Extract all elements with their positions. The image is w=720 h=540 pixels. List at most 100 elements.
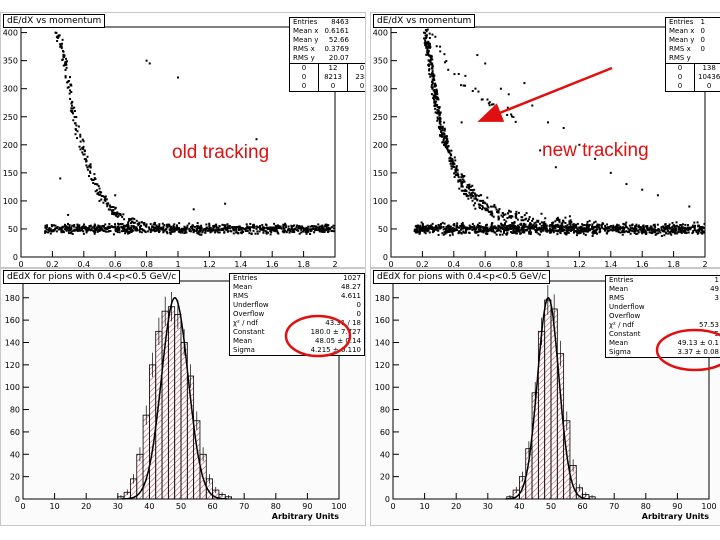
data-point: [332, 227, 335, 230]
data-point: [591, 231, 594, 234]
data-point: [421, 222, 424, 225]
data-point: [82, 232, 85, 235]
data-point: [680, 232, 683, 235]
data-point: [504, 223, 507, 226]
data-point: [445, 139, 448, 142]
data-point: [78, 145, 81, 148]
data-point: [85, 231, 88, 234]
data-point: [57, 35, 60, 38]
data-point: [541, 226, 544, 229]
x-tick-label: 30: [113, 502, 123, 511]
data-point: [305, 229, 308, 232]
data-point: [522, 219, 525, 222]
data-point: [531, 104, 534, 107]
data-point: [92, 178, 95, 181]
data-point: [632, 230, 635, 233]
data-point: [70, 104, 73, 107]
data-point: [158, 230, 161, 233]
data-point: [96, 230, 99, 233]
data-point: [84, 228, 87, 231]
y-tick-label: 80: [380, 406, 390, 415]
data-point: [606, 226, 609, 229]
data-point: [462, 189, 465, 192]
data-point: [130, 231, 133, 234]
data-point: [513, 224, 516, 227]
data-point: [138, 230, 141, 233]
data-point: [610, 224, 613, 227]
data-point: [505, 226, 508, 229]
data-point: [112, 213, 115, 216]
data-point: [70, 231, 73, 234]
data-point: [490, 210, 493, 213]
data-point: [93, 227, 96, 230]
data-point: [222, 228, 225, 231]
data-point: [177, 230, 180, 233]
data-point: [146, 230, 149, 233]
data-point: [540, 229, 543, 232]
data-point: [321, 224, 324, 227]
data-point: [199, 230, 202, 233]
data-point: [665, 231, 668, 234]
data-point: [644, 229, 647, 232]
data-point: [93, 232, 96, 235]
data-point: [507, 228, 510, 231]
data-point: [531, 225, 534, 228]
data-point: [617, 224, 620, 227]
data-point: [600, 226, 603, 229]
data-point: [124, 229, 127, 232]
data-point: [616, 229, 619, 232]
data-point: [474, 202, 477, 205]
data-point: [468, 231, 471, 234]
x-tick-label: 0: [18, 260, 23, 267]
y-tick-label: 120: [5, 361, 20, 370]
data-point: [629, 232, 632, 235]
data-point: [56, 40, 59, 43]
data-point: [107, 202, 110, 205]
data-point: [66, 86, 69, 89]
data-point: [90, 177, 93, 180]
data-point: [443, 121, 446, 124]
data-point: [580, 230, 583, 233]
data-point: [119, 213, 122, 216]
data-point: [654, 233, 657, 236]
data-point: [124, 232, 127, 235]
data-point: [269, 226, 272, 229]
data-point: [632, 228, 635, 231]
data-point: [482, 231, 485, 234]
data-point: [240, 232, 243, 235]
data-point: [226, 225, 229, 228]
data-point: [82, 145, 85, 148]
data-point: [85, 226, 88, 229]
data-point: [462, 192, 465, 195]
data-point: [110, 206, 113, 209]
data-point: [70, 90, 73, 93]
data-point: [666, 229, 669, 232]
data-point: [439, 123, 442, 126]
data-point: [135, 219, 138, 222]
data-point: [462, 179, 465, 182]
x-tick-label: 80: [641, 502, 651, 511]
data-point: [111, 225, 114, 228]
data-point: [668, 226, 671, 229]
data-point: [224, 224, 227, 227]
data-point: [457, 173, 460, 176]
data-point: [439, 128, 442, 131]
data-point: [156, 227, 159, 230]
data-point: [438, 224, 441, 227]
data-point: [465, 228, 468, 231]
data-point: [625, 221, 628, 224]
data-point: [121, 226, 124, 229]
data-point: [477, 90, 480, 93]
y-tick-label: 150: [373, 169, 388, 178]
data-point: [591, 235, 594, 238]
data-point: [452, 228, 455, 231]
data-point: [78, 226, 81, 229]
data-point: [94, 182, 97, 185]
data-point: [454, 170, 457, 173]
data-point: [517, 226, 520, 229]
data-point: [504, 227, 507, 230]
data-point: [106, 226, 109, 229]
data-point: [606, 230, 609, 233]
data-point: [209, 227, 212, 230]
data-point: [98, 187, 101, 190]
